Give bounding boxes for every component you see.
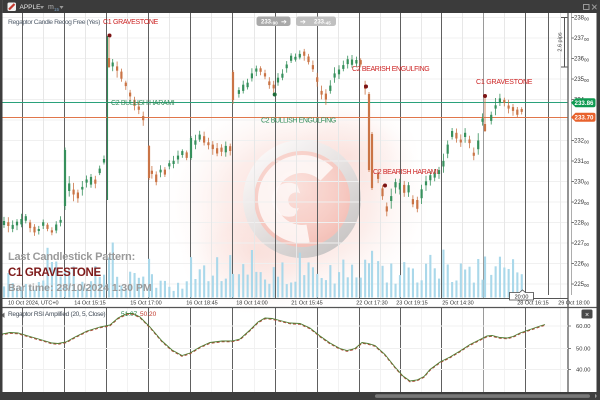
svg-text:22900: 22900 — [574, 200, 590, 206]
svg-text:15 Oct 17:00: 15 Oct 17:00 — [130, 300, 162, 306]
svg-text:C2 BEARISH ENGULFING: C2 BEARISH ENGULFING — [352, 66, 429, 73]
svg-text:22800: 22800 — [574, 221, 590, 227]
svg-text:10 Oct 2024, UTC+0: 10 Oct 2024, UTC+0 — [8, 300, 59, 306]
svg-text:23500: 23500 — [574, 77, 590, 83]
svg-text:C2 BEARISH HARAMI: C2 BEARISH HARAMI — [373, 169, 438, 176]
svg-text:50.20: 50.20 — [140, 311, 157, 318]
svg-text:15: 15 — [54, 7, 60, 12]
svg-text:APPLE: APPLE — [20, 4, 42, 11]
svg-text:22600: 22600 — [574, 262, 590, 268]
svg-text:22500: 22500 — [574, 282, 590, 288]
svg-text:21 Oct 15:45: 21 Oct 15:45 — [291, 300, 323, 306]
svg-text:➔: ➔ — [281, 19, 287, 26]
svg-text:23 Oct 19:15: 23 Oct 19:15 — [396, 300, 428, 306]
svg-text:20:00: 20:00 — [515, 295, 529, 301]
svg-text:40.00: 40.00 — [576, 368, 591, 374]
svg-text:C2 BULLISH HARAMI: C2 BULLISH HARAMI — [111, 100, 175, 107]
svg-text:18 Oct 14:00: 18 Oct 14:00 — [236, 300, 268, 306]
svg-text:60.00: 60.00 — [576, 324, 591, 330]
svg-text:22700: 22700 — [574, 241, 590, 247]
svg-text:28 Oct 16:15: 28 Oct 16:15 — [517, 300, 549, 306]
svg-text:25 Oct 14:30: 25 Oct 14:30 — [442, 300, 474, 306]
svg-text:m: m — [48, 4, 54, 11]
svg-text:Regaptor RSI Amplified (20, 5,: Regaptor RSI Amplified (20, 5, Close) — [8, 311, 105, 318]
svg-text:233.90: 233.90 — [261, 20, 278, 26]
svg-text:23100: 23100 — [574, 159, 590, 165]
svg-text:×: × — [585, 312, 589, 319]
svg-text:Bar time: 28/10/2024 1:30 PM: Bar time: 28/10/2024 1:30 PM — [8, 282, 152, 294]
svg-text:➔: ➔ — [300, 19, 306, 26]
svg-text:233.86: 233.86 — [575, 100, 594, 107]
svg-text:C1 GRAVESTONE: C1 GRAVESTONE — [8, 267, 101, 279]
svg-text:16 Oct 18:45: 16 Oct 18:45 — [186, 300, 218, 306]
svg-text:23700: 23700 — [574, 36, 590, 42]
svg-text:Regaptor Candle Recog Free (Ye: Regaptor Candle Recog Free (Yes) — [8, 19, 100, 26]
svg-text:50.00: 50.00 — [576, 347, 591, 353]
svg-text:233.45: 233.45 — [314, 20, 331, 26]
svg-text:23600: 23600 — [574, 57, 590, 63]
svg-text:23800: 23800 — [574, 16, 590, 22]
svg-text:233.70: 233.70 — [575, 115, 594, 122]
svg-text:29 Oct 18:00: 29 Oct 18:00 — [558, 300, 590, 306]
svg-text:14 Oct 15:15: 14 Oct 15:15 — [74, 300, 106, 306]
svg-text:2.6 pips: 2.6 pips — [558, 32, 564, 52]
svg-text:C2 BULLISH ENGULFING: C2 BULLISH ENGULFING — [261, 118, 336, 125]
svg-text:C1 GRAVESTONE: C1 GRAVESTONE — [476, 79, 533, 86]
svg-text:51.07: 51.07 — [121, 311, 138, 318]
svg-text:C1 GRAVESTONE: C1 GRAVESTONE — [103, 19, 159, 26]
svg-text:22 Oct 17:30: 22 Oct 17:30 — [356, 300, 388, 306]
svg-text:Last Candlestick Pattern:: Last Candlestick Pattern: — [8, 251, 135, 263]
svg-text:23200: 23200 — [574, 139, 590, 145]
svg-text:23000: 23000 — [574, 180, 590, 186]
